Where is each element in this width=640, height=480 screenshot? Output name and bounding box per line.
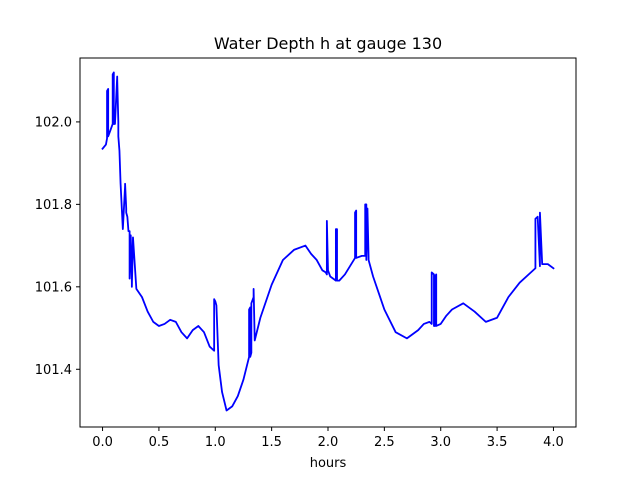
y-tick-label: 101.6 bbox=[35, 280, 72, 295]
x-tick-label: 1.5 bbox=[261, 435, 282, 450]
y-tick-label: 101.4 bbox=[35, 363, 72, 378]
x-axis-label: hours bbox=[310, 456, 347, 471]
chart-title: Water Depth h at gauge 130 bbox=[214, 34, 442, 53]
x-tick-label: 0.5 bbox=[149, 435, 170, 450]
x-tick-label: 1.0 bbox=[205, 435, 226, 450]
x-axis: 0.0 0.5 1.0 1.5 2.0 2.5 3.0 3.5 4.0 bbox=[92, 427, 564, 450]
x-tick-label: 2.0 bbox=[318, 435, 339, 450]
x-tick-label: 0.0 bbox=[92, 435, 113, 450]
x-tick-label: 2.5 bbox=[374, 435, 395, 450]
x-tick-label: 3.5 bbox=[487, 435, 508, 450]
x-tick-label: 3.0 bbox=[430, 435, 451, 450]
y-axis: 101.4 101.6 101.8 102.0 bbox=[35, 115, 80, 378]
y-tick-label: 102.0 bbox=[35, 115, 72, 130]
series-layer bbox=[101, 71, 555, 412]
series-line-0 bbox=[101, 71, 555, 412]
y-tick-label: 101.8 bbox=[35, 198, 72, 213]
x-tick-label: 4.0 bbox=[543, 435, 564, 450]
